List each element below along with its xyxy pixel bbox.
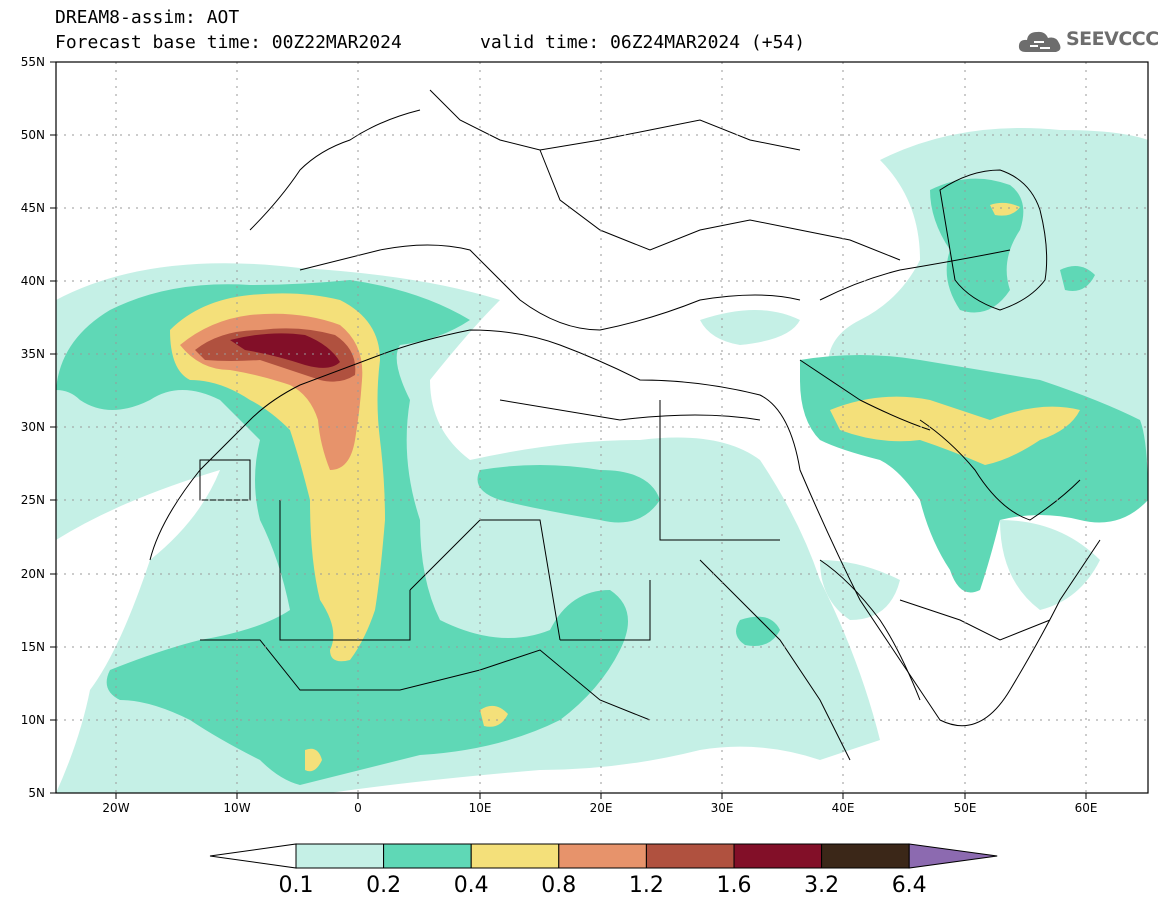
colorbar-arrow-low [210, 844, 296, 868]
colorbar-label: 0.4 [454, 873, 489, 898]
colorbar-label: 0.8 [541, 873, 576, 898]
colorbar-cell [471, 844, 559, 868]
colorbar-cells [210, 844, 997, 868]
colorbar-cell [296, 844, 384, 868]
colorbar-cell [559, 844, 647, 868]
colorbar-label: 3.2 [804, 873, 839, 898]
colorbar-cell [384, 844, 472, 868]
colorbar-labels: 0.1 0.2 0.4 0.8 1.2 1.6 3.2 6.4 [279, 873, 927, 898]
colorbar-label: 1.2 [629, 873, 664, 898]
colorbar-cell [734, 844, 822, 868]
colorbar-label: 0.1 [279, 873, 314, 898]
colorbar-label: 6.4 [892, 873, 927, 898]
colorbar-arrow-high [909, 844, 997, 868]
colorbar-label: 0.2 [366, 873, 401, 898]
colorbar-label: 1.6 [717, 873, 752, 898]
colorbar-cell [646, 844, 734, 868]
colorbar-cell [822, 844, 910, 868]
